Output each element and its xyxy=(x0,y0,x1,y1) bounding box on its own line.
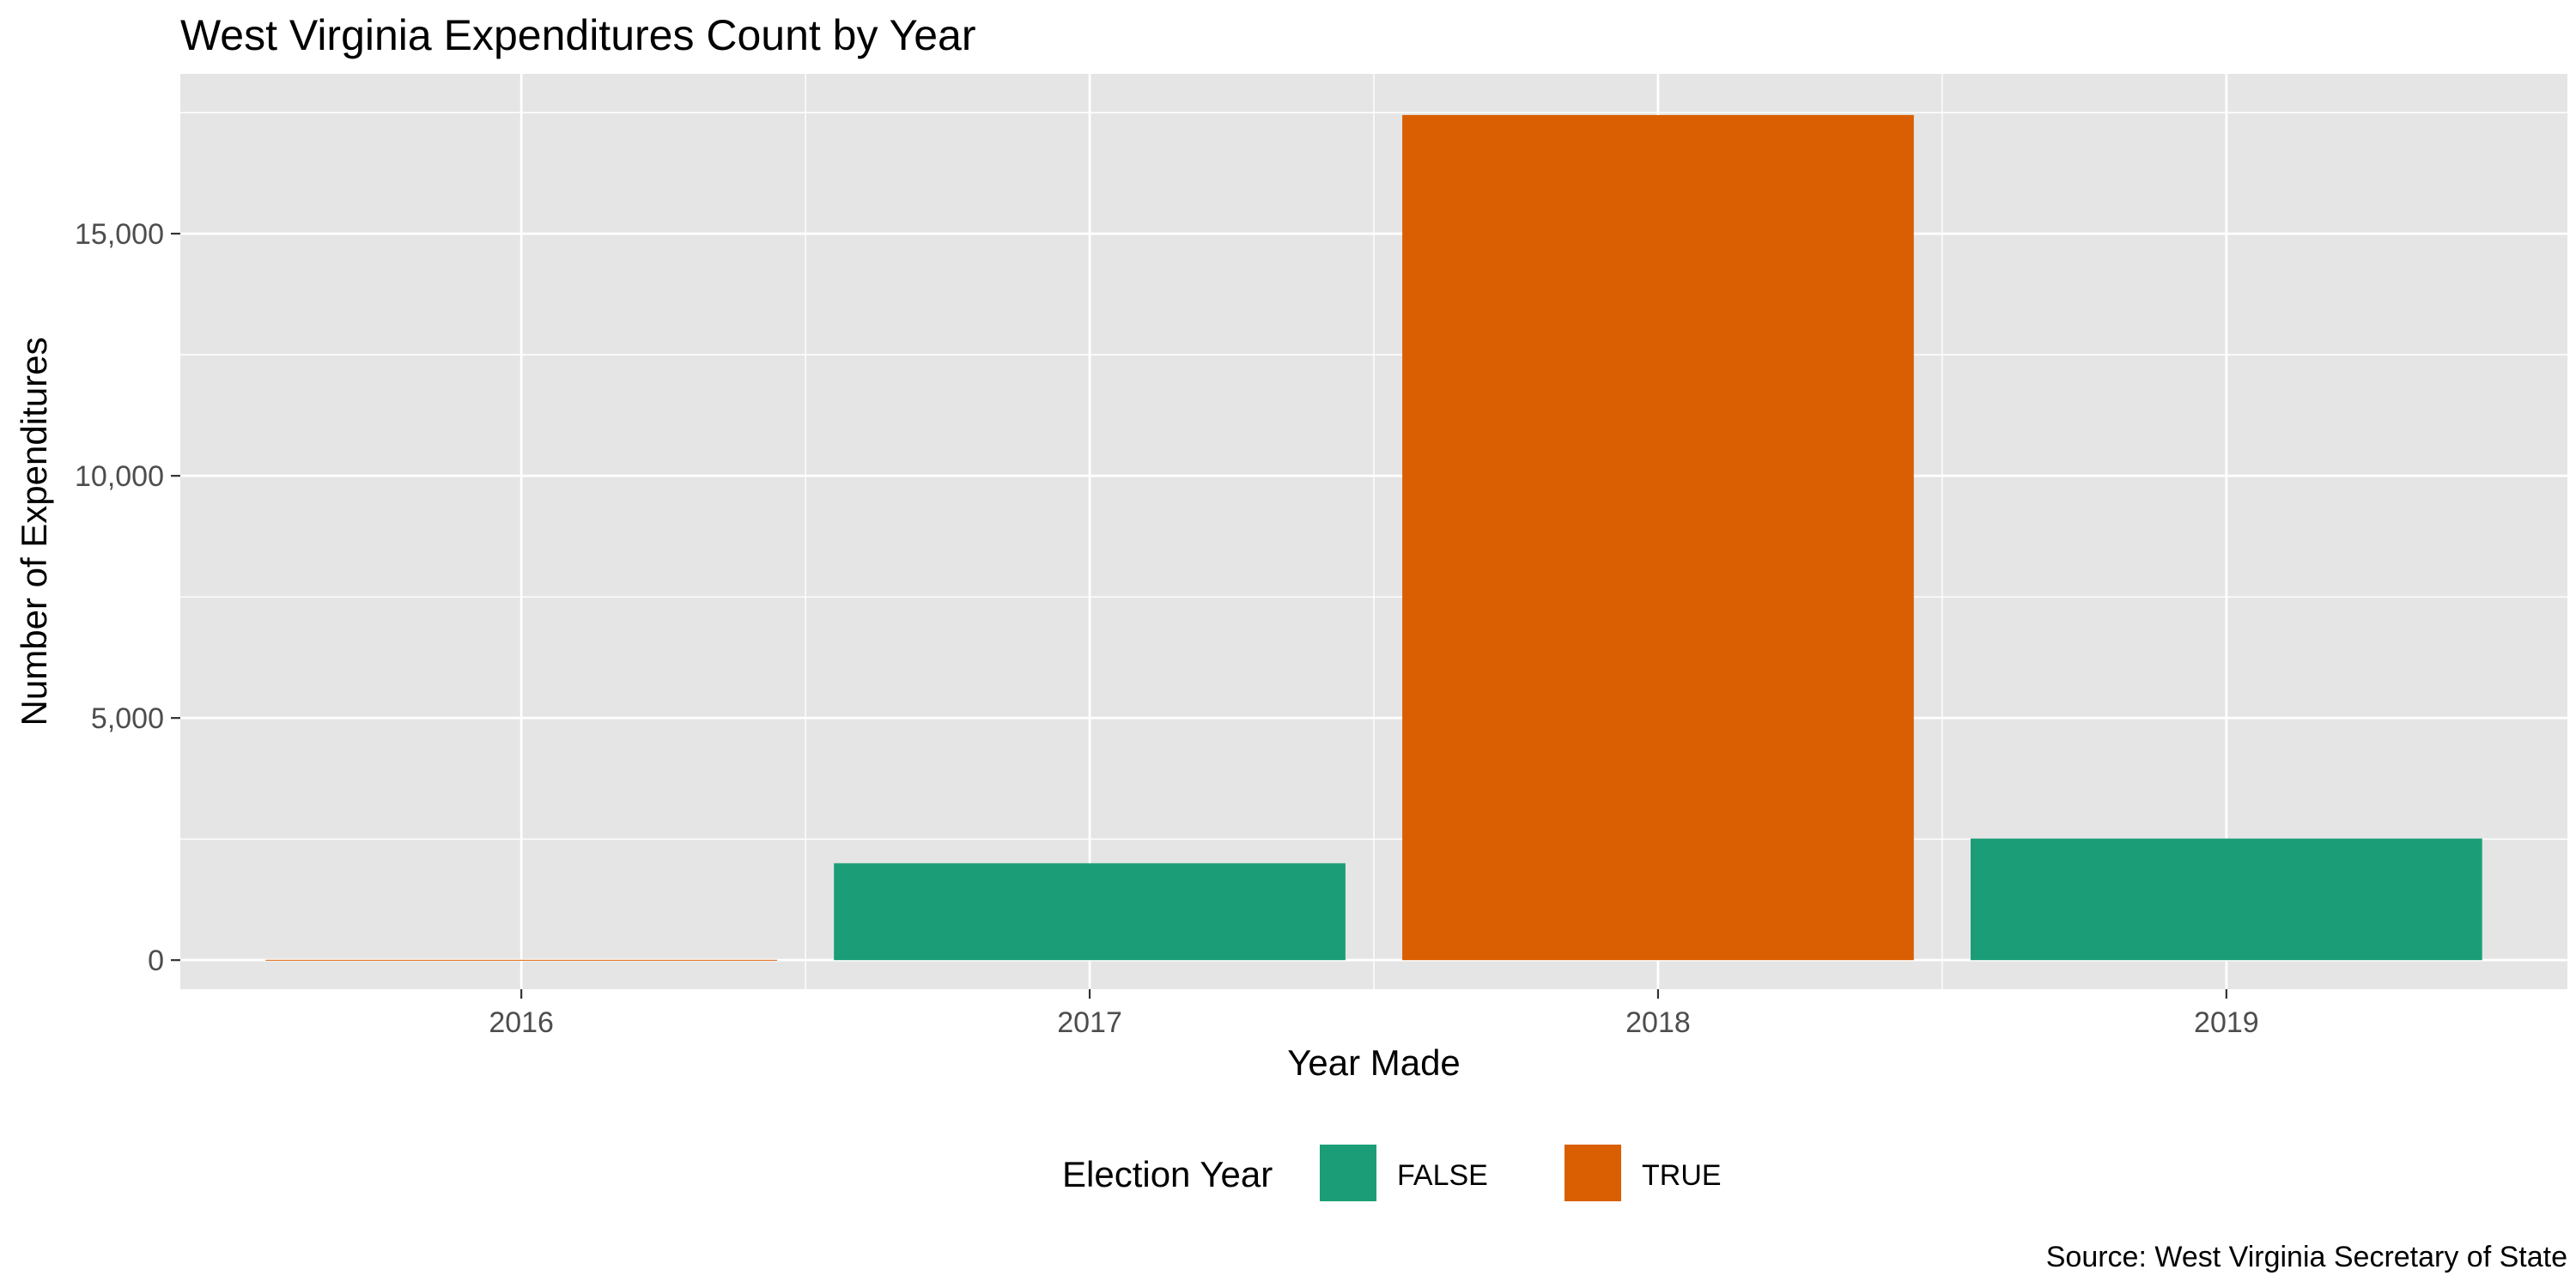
x-tick-label: 2016 xyxy=(489,1006,554,1039)
legend-label-false: FALSE xyxy=(1397,1159,1488,1192)
legend-title: Election Year xyxy=(1062,1154,1273,1194)
bar-2016 xyxy=(265,959,777,961)
x-axis-label: Year Made xyxy=(1287,1042,1461,1083)
legend-key-false xyxy=(1320,1145,1376,1201)
legend-label-true: TRUE xyxy=(1642,1159,1722,1192)
bars xyxy=(265,114,2482,961)
y-tick-label: 5,000 xyxy=(91,702,164,735)
bar-2017 xyxy=(834,863,1346,961)
x-tick-label: 2017 xyxy=(1057,1006,1122,1039)
chart-title: West Virginia Expenditures Count by Year xyxy=(180,11,976,59)
y-tick-label: 0 xyxy=(148,945,164,977)
y-axis: 0 5,000 10,000 15,000 xyxy=(75,218,180,977)
x-axis: 2016 2017 2018 2019 xyxy=(489,989,2259,1039)
legend-key-true xyxy=(1564,1145,1621,1201)
caption: Source: West Virginia Secretary of State xyxy=(2046,1241,2567,1273)
y-axis-label: Number of Expenditures xyxy=(14,337,54,726)
legend: Election Year FALSE TRUE xyxy=(1062,1145,1722,1201)
x-tick-label: 2019 xyxy=(2194,1006,2259,1039)
bar-2019 xyxy=(1971,838,2482,961)
x-tick-label: 2018 xyxy=(1625,1006,1691,1039)
legend-entries: FALSE TRUE xyxy=(1320,1145,1722,1201)
y-tick-label: 15,000 xyxy=(75,218,164,251)
y-tick-label: 10,000 xyxy=(75,460,164,493)
bar-2018 xyxy=(1402,114,1914,961)
